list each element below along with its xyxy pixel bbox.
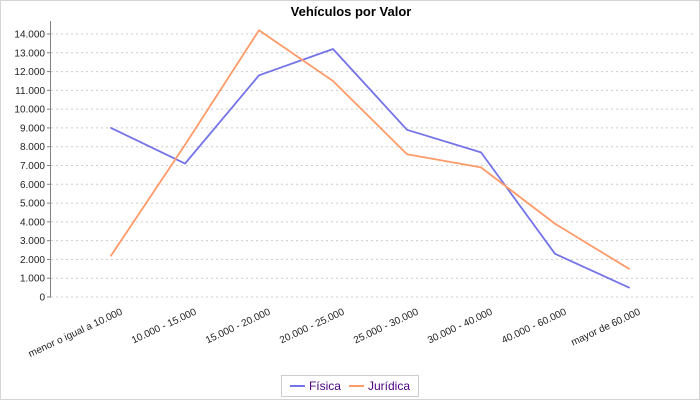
legend-label: Jurídica bbox=[367, 379, 411, 393]
x-category-label: 40.000 - 60.000 bbox=[500, 307, 569, 347]
legend-line-swatch bbox=[289, 385, 305, 387]
y-tick-label: 0 bbox=[39, 293, 45, 304]
y-tick-label: 6.000 bbox=[20, 180, 45, 191]
x-category-label: 20.000 - 25.000 bbox=[278, 307, 347, 347]
x-category-label: mayor de 60.000 bbox=[570, 307, 643, 349]
y-tick-label: 1.000 bbox=[20, 274, 45, 285]
y-tick-label: 14.000 bbox=[14, 30, 45, 41]
series-line-juridica bbox=[110, 29, 630, 270]
legend-line-swatch bbox=[348, 385, 364, 387]
y-tick-label: 9.000 bbox=[20, 123, 45, 134]
legend-item-juridica: Jurídica bbox=[348, 379, 411, 393]
x-category-label: 10.000 - 15.000 bbox=[130, 307, 199, 347]
y-tick-label: 3.000 bbox=[20, 236, 45, 247]
y-tick-label: 2.000 bbox=[20, 255, 45, 266]
x-category-label: menor o igual a 10.000 bbox=[27, 307, 125, 360]
series-line-fisica bbox=[110, 48, 630, 289]
legend: Física Jurídica bbox=[280, 375, 420, 397]
y-tick-label: 10.000 bbox=[14, 105, 45, 116]
x-category-label: 30.000 - 40.000 bbox=[426, 307, 495, 347]
y-tick-label: 7.000 bbox=[20, 161, 45, 172]
x-category-label: 25.000 - 30.000 bbox=[352, 307, 421, 347]
y-tick-label: 4.000 bbox=[20, 217, 45, 228]
x-category-label: 15.000 - 20.000 bbox=[204, 307, 273, 347]
legend-label: Física bbox=[308, 379, 341, 393]
y-tick-label: 13.000 bbox=[14, 48, 45, 59]
y-tick-label: 12.000 bbox=[14, 67, 45, 78]
chart-title: Vehículos por Valor bbox=[290, 4, 412, 19]
y-tick-label: 5.000 bbox=[20, 199, 45, 210]
y-tick-label: 8.000 bbox=[20, 142, 45, 153]
y-tick-label: 11.000 bbox=[15, 86, 45, 97]
legend-item-fisica: Física bbox=[289, 379, 341, 393]
